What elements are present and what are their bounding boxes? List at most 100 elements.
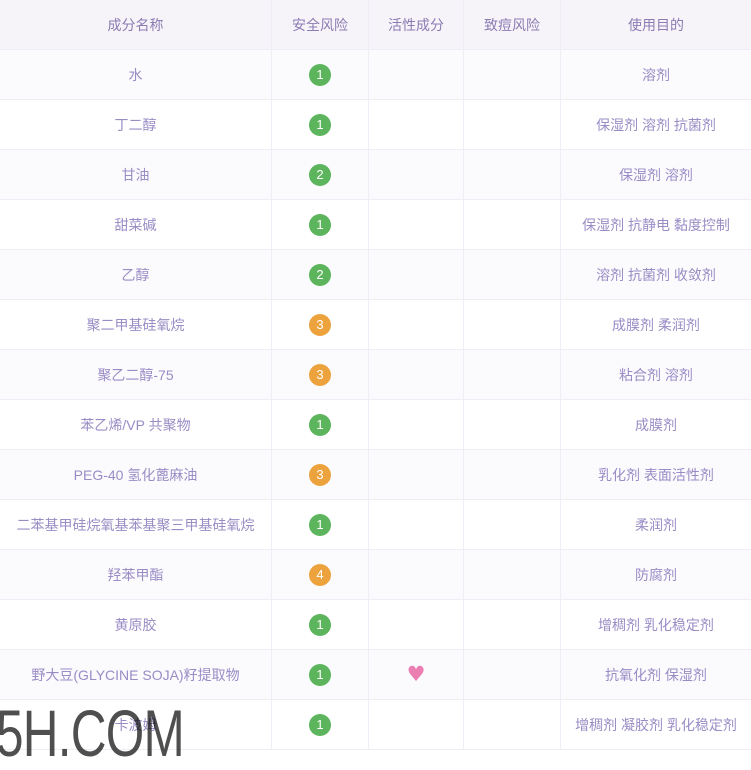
usage-purpose-cell: 增稠剂 乳化稳定剂 <box>598 616 714 633</box>
safety-risk-badge: 1 <box>309 113 331 136</box>
safety-risk-badge: 1 <box>309 513 331 536</box>
active-ingredient-cell: ♥ <box>369 650 464 699</box>
active-ingredient-cell <box>369 600 464 649</box>
active-ingredient-cell <box>369 550 464 599</box>
table-row: 卡波姆 1 增稠剂 凝胶剂 乳化稳定剂 <box>0 700 751 750</box>
ingredient-name-cell: 甘油 <box>0 150 272 199</box>
table-row: 水 1 溶剂 <box>0 50 751 100</box>
table-row: 苯乙烯/VP 共聚物 1 成膜剂 <box>0 400 751 450</box>
ingredient-name-cell: 苯乙烯/VP 共聚物 <box>0 400 272 449</box>
ingredient-name-cell: 甜菜碱 <box>0 200 272 249</box>
table-row: 乙醇 2 溶剂 抗菌剂 收敛剂 <box>0 250 751 300</box>
active-ingredient-cell <box>369 700 464 749</box>
table-row: 野大豆(GLYCINE SOJA)籽提取物 1 ♥ 抗氧化剂 保湿剂 <box>0 650 751 700</box>
safety-risk-cell: 1 <box>272 500 369 549</box>
active-ingredient-cell <box>369 50 464 99</box>
table-row: 甜菜碱 1 保湿剂 抗静电 黏度控制 <box>0 200 751 250</box>
usage-purpose-cell: 增稠剂 凝胶剂 乳化稳定剂 <box>575 716 737 733</box>
safety-risk-cell: 1 <box>272 700 369 749</box>
safety-risk-cell: 3 <box>272 450 369 499</box>
acne-risk-cell <box>464 150 561 199</box>
usage-purpose-cell: 成膜剂 <box>635 416 677 433</box>
ingredient-name-cell: 丁二醇 <box>0 100 272 149</box>
safety-risk-cell: 1 <box>272 600 369 649</box>
table-row: 二苯基甲硅烷氧基苯基聚三甲基硅氧烷 1 柔润剂 <box>0 500 751 550</box>
active-ingredient-cell <box>369 150 464 199</box>
col-header-ingredient-name: 成分名称 <box>0 0 272 49</box>
ingredient-name-cell: 二苯基甲硅烷氧基苯基聚三甲基硅氧烷 <box>0 500 272 549</box>
table-row: PEG-40 氢化蓖麻油 3 乳化剂 表面活性剂 <box>0 450 751 500</box>
safety-risk-badge: 1 <box>309 413 331 436</box>
safety-risk-cell: 3 <box>272 300 369 349</box>
acne-risk-cell <box>464 700 561 749</box>
usage-purpose-cell: 溶剂 抗菌剂 收敛剂 <box>596 266 716 283</box>
usage-purpose-cell: 保湿剂 溶剂 抗菌剂 <box>596 116 716 133</box>
acne-risk-cell <box>464 50 561 99</box>
usage-purpose-cell: 粘合剂 溶剂 <box>619 366 693 383</box>
table-header-row: 成分名称 安全风险 活性成分 致痘风险 使用目的 <box>0 0 751 50</box>
acne-risk-cell <box>464 200 561 249</box>
col-header-usage-purpose: 使用目的 <box>628 16 684 33</box>
safety-risk-badge: 3 <box>309 313 331 336</box>
safety-risk-badge: 1 <box>309 613 331 636</box>
safety-risk-badge: 1 <box>309 663 331 686</box>
ingredient-name-cell: 野大豆(GLYCINE SOJA)籽提取物 <box>0 650 272 699</box>
safety-risk-badge: 2 <box>309 163 331 186</box>
safety-risk-cell: 4 <box>272 550 369 599</box>
ingredient-name-cell: 卡波姆 <box>0 700 272 749</box>
active-ingredient-cell <box>369 400 464 449</box>
active-ingredient-cell <box>369 250 464 299</box>
active-ingredient-cell <box>369 450 464 499</box>
usage-purpose-cell: 成膜剂 柔润剂 <box>612 316 700 333</box>
safety-risk-cell: 2 <box>272 250 369 299</box>
safety-risk-badge: 1 <box>309 713 331 736</box>
safety-risk-badge: 1 <box>309 213 331 236</box>
table-row: 聚乙二醇-75 3 粘合剂 溶剂 <box>0 350 751 400</box>
active-ingredient-cell <box>369 200 464 249</box>
acne-risk-cell <box>464 350 561 399</box>
ingredient-name-cell: 聚二甲基硅氧烷 <box>0 300 272 349</box>
safety-risk-badge: 3 <box>309 363 331 386</box>
safety-risk-cell: 1 <box>272 400 369 449</box>
ingredient-name-cell: 乙醇 <box>0 250 272 299</box>
col-header-active-ingredient: 活性成分 <box>369 0 464 49</box>
safety-risk-cell: 3 <box>272 350 369 399</box>
safety-risk-cell: 1 <box>272 50 369 99</box>
acne-risk-cell <box>464 500 561 549</box>
acne-risk-cell <box>464 600 561 649</box>
usage-purpose-cell: 柔润剂 <box>635 516 677 533</box>
col-header-acne-risk: 致痘风险 <box>464 0 561 49</box>
table-row: 丁二醇 1 保湿剂 溶剂 抗菌剂 <box>0 100 751 150</box>
acne-risk-cell <box>464 400 561 449</box>
safety-risk-badge: 2 <box>309 263 331 286</box>
active-ingredient-cell <box>369 100 464 149</box>
table-row: 甘油 2 保湿剂 溶剂 <box>0 150 751 200</box>
table-row: 聚二甲基硅氧烷 3 成膜剂 柔润剂 <box>0 300 751 350</box>
table-row: 黄原胶 1 增稠剂 乳化稳定剂 <box>0 600 751 650</box>
acne-risk-cell <box>464 300 561 349</box>
usage-purpose-cell: 抗氧化剂 保湿剂 <box>605 666 707 683</box>
ingredient-name-cell: PEG-40 氢化蓖麻油 <box>0 450 272 499</box>
usage-purpose-cell: 保湿剂 抗静电 黏度控制 <box>582 216 730 233</box>
usage-purpose-cell: 保湿剂 溶剂 <box>619 166 693 183</box>
safety-risk-badge: 1 <box>309 63 331 86</box>
acne-risk-cell <box>464 450 561 499</box>
acne-risk-cell <box>464 650 561 699</box>
safety-risk-cell: 1 <box>272 650 369 699</box>
ingredient-name-cell: 黄原胶 <box>0 600 272 649</box>
heart-icon: ♥ <box>406 662 426 686</box>
ingredient-name-cell: 羟苯甲酯 <box>0 550 272 599</box>
usage-purpose-cell: 防腐剂 <box>635 566 677 583</box>
acne-risk-cell <box>464 100 561 149</box>
ingredient-name-cell: 水 <box>0 50 272 99</box>
safety-risk-cell: 1 <box>272 100 369 149</box>
col-header-safety-risk: 安全风险 <box>272 0 369 49</box>
table-row: 羟苯甲酯 4 防腐剂 <box>0 550 751 600</box>
ingredient-name-cell: 聚乙二醇-75 <box>0 350 272 399</box>
active-ingredient-cell <box>369 350 464 399</box>
safety-risk-cell: 2 <box>272 150 369 199</box>
safety-risk-cell: 1 <box>272 200 369 249</box>
active-ingredient-cell <box>369 500 464 549</box>
safety-risk-badge: 4 <box>309 563 331 586</box>
